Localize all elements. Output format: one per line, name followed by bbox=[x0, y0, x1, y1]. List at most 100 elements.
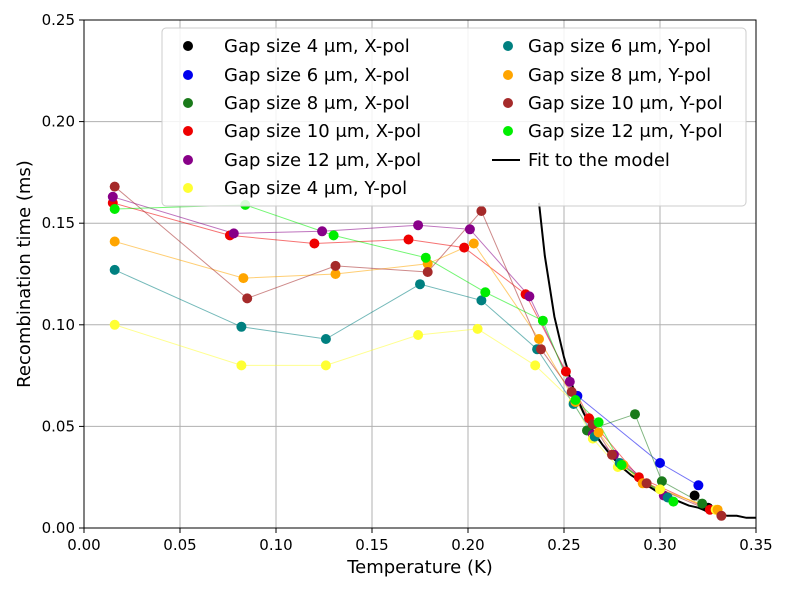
data-point-series-6 bbox=[320, 334, 331, 344]
data-point-series-7 bbox=[468, 238, 479, 249]
data-point-series-4 bbox=[524, 291, 535, 302]
data-point-series-9 bbox=[109, 204, 120, 214]
legend-marker-2 bbox=[183, 98, 193, 108]
legend-marker-6 bbox=[503, 41, 513, 51]
x-axis-label: Temperature (K) bbox=[346, 557, 493, 578]
data-point-series-8 bbox=[476, 206, 487, 216]
data-point-series-4 bbox=[317, 226, 328, 237]
data-point-series-3 bbox=[560, 366, 571, 377]
data-point-series-8 bbox=[109, 181, 120, 192]
x-tick-label: 0.20 bbox=[451, 536, 484, 554]
x-tick-label: 0.30 bbox=[643, 536, 676, 554]
data-point-series-7 bbox=[593, 427, 604, 438]
data-point-series-9 bbox=[480, 287, 491, 298]
x-tick-label: 0.05 bbox=[163, 536, 196, 554]
legend-marker-0 bbox=[183, 41, 193, 51]
data-point-series-7 bbox=[534, 334, 544, 344]
x-tick-label: 0.00 bbox=[67, 536, 100, 554]
data-point-series-5 bbox=[236, 360, 247, 371]
data-point-series-6 bbox=[109, 264, 120, 275]
data-point-series-3 bbox=[403, 234, 414, 245]
series-line-3 bbox=[112, 202, 711, 511]
data-point-series-8 bbox=[422, 267, 433, 277]
data-point-series-2 bbox=[656, 476, 667, 487]
data-point-series-7 bbox=[330, 269, 341, 279]
legend-label-7: Gap size 8 μm, Y-pol bbox=[528, 65, 711, 86]
series-line-2 bbox=[586, 413, 703, 505]
y-tick-label: 0.20 bbox=[42, 113, 75, 131]
data-point-series-9 bbox=[328, 230, 339, 241]
legend-marker-8 bbox=[503, 98, 513, 108]
data-point-series-5 bbox=[109, 319, 120, 330]
legend-label-2: Gap size 8 μm, X-pol bbox=[224, 93, 410, 114]
data-point-series-7 bbox=[109, 236, 120, 247]
y-tick-label: 0.25 bbox=[42, 11, 75, 29]
legend: Gap size 4 μm, X-pol Gap size 6 μm, X-pol… bbox=[161, 27, 747, 207]
data-point-series-4 bbox=[413, 220, 424, 231]
legend-label-8: Gap size 10 μm, Y-pol bbox=[528, 93, 723, 114]
data-point-series-9 bbox=[420, 252, 431, 263]
data-point-series-6 bbox=[236, 321, 247, 332]
data-point-series-6 bbox=[415, 279, 425, 290]
x-tick-label: 0.25 bbox=[547, 536, 580, 554]
data-point-series-9 bbox=[570, 395, 581, 405]
data-point-series-8 bbox=[242, 293, 253, 304]
legend-marker-3 bbox=[183, 126, 193, 136]
data-point-series-9 bbox=[537, 315, 548, 326]
data-point-series-9 bbox=[593, 417, 604, 428]
data-point-series-9 bbox=[668, 496, 679, 507]
data-point-series-7 bbox=[238, 273, 249, 284]
data-point-series-5 bbox=[655, 484, 665, 495]
legend-label-1: Gap size 6 μm, X-pol bbox=[224, 65, 410, 86]
y-axis-ticks: 0.00 0.05 0.10 0.15 0.20 0.25 bbox=[42, 11, 84, 537]
data-point-series-8 bbox=[716, 510, 727, 521]
legend-marker-4 bbox=[183, 155, 193, 165]
data-point-series-5 bbox=[320, 360, 331, 371]
data-points bbox=[107, 181, 727, 521]
data-point-series-4 bbox=[228, 228, 239, 239]
data-point-series-4 bbox=[564, 376, 575, 387]
legend-label-0: Gap size 4 μm, X-pol bbox=[224, 36, 410, 57]
y-tick-label: 0.15 bbox=[42, 214, 75, 232]
legend-label-4: Gap size 12 μm, X-pol bbox=[224, 150, 421, 171]
legend-marker-5 bbox=[183, 183, 193, 193]
y-tick-label: 0.10 bbox=[42, 316, 75, 334]
data-point-series-1 bbox=[655, 458, 665, 468]
data-point-series-3 bbox=[459, 242, 470, 253]
data-point-series-2 bbox=[697, 498, 708, 509]
data-point-series-5 bbox=[413, 330, 424, 340]
data-point-series-8 bbox=[641, 478, 652, 489]
data-point-series-1 bbox=[693, 480, 704, 491]
x-tick-label: 0.35 bbox=[739, 536, 772, 554]
data-point-series-8 bbox=[330, 260, 341, 271]
data-point-series-4 bbox=[107, 191, 118, 202]
data-point-series-0 bbox=[689, 490, 700, 501]
data-point-series-8 bbox=[566, 386, 577, 397]
x-tick-label: 0.10 bbox=[259, 536, 292, 554]
legend-label-5: Gap size 4 μm, Y-pol bbox=[224, 178, 407, 199]
legend-marker-1 bbox=[183, 70, 193, 80]
data-point-series-5 bbox=[472, 323, 483, 334]
data-point-series-3 bbox=[309, 238, 320, 249]
data-point-series-8 bbox=[607, 449, 617, 460]
legend-marker-9 bbox=[503, 126, 513, 136]
legend-label-6: Gap size 6 μm, Y-pol bbox=[528, 36, 711, 57]
legend-label-9: Gap size 12 μm, Y-pol bbox=[528, 121, 723, 142]
data-point-series-2 bbox=[630, 409, 640, 420]
y-tick-label: 0.00 bbox=[42, 519, 75, 537]
x-axis-ticks: 0.00 0.05 0.10 0.15 0.20 0.25 0.30 0.35 bbox=[67, 528, 773, 554]
plot-frame bbox=[83, 19, 757, 529]
x-tick-label: 0.15 bbox=[355, 536, 388, 554]
data-point-series-9 bbox=[616, 460, 627, 470]
data-point-series-5 bbox=[530, 360, 541, 371]
data-point-series-4 bbox=[464, 224, 475, 235]
legend-box bbox=[161, 27, 747, 207]
legend-marker-7 bbox=[503, 70, 513, 80]
data-point-series-8 bbox=[536, 344, 546, 355]
y-axis-label: Recombination time (ms) bbox=[14, 160, 35, 388]
series-line-9 bbox=[114, 204, 674, 503]
legend-label-3: Gap size 10 μm, X-pol bbox=[224, 121, 421, 142]
legend-label-10: Fit to the model bbox=[528, 150, 670, 171]
y-tick-label: 0.05 bbox=[42, 417, 75, 435]
